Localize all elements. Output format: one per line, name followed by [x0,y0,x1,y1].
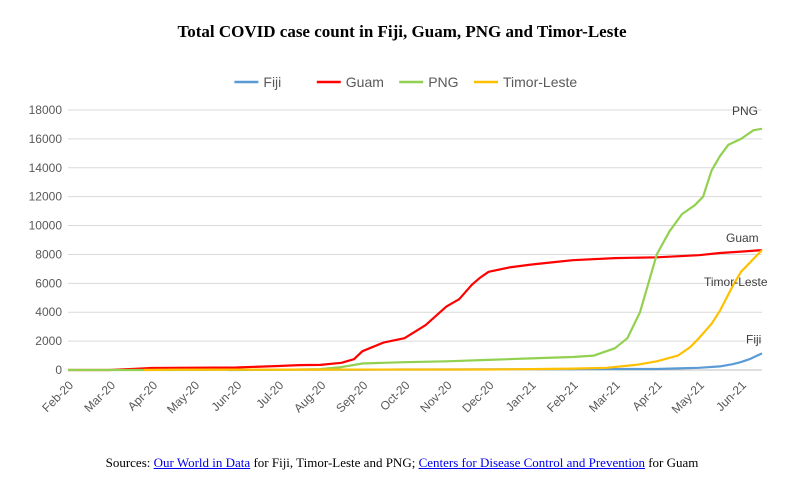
sources-note: Sources: Our World in Data for Fiji, Tim… [0,455,804,471]
series-line-png [68,127,763,372]
series-end-label: Timor-Leste [704,275,768,289]
sources-prefix: Sources: [105,455,154,470]
legend-label: Timor-Leste [503,74,577,90]
chart-title: Total COVID case count in Fiji, Guam, PN… [177,22,627,41]
cdc-link[interactable]: Centers for Disease Control and Preventi… [418,455,645,470]
x-tick-label: Feb-20 [39,378,76,415]
our-world-in-data-link[interactable]: Our World in Data [153,455,251,470]
y-tick-label: 18000 [29,103,63,117]
series-end-label: Guam [726,231,759,245]
x-tick-label: Dec-20 [459,378,496,415]
y-tick-label: 2000 [35,334,62,348]
x-tick-label: Aug-20 [291,378,328,415]
y-tick-label: 0 [55,363,62,377]
x-tick-label: Mar-21 [586,378,623,415]
y-tick-label: 6000 [35,276,62,290]
x-tick-label: May-20 [164,378,202,416]
x-tick-label: May-21 [669,378,707,416]
series-end-label: PNG [732,104,758,118]
y-tick-label: 12000 [29,190,63,204]
y-tick-label: 14000 [29,161,63,175]
x-tick-label: Apr-20 [125,378,161,414]
legend-label: PNG [428,74,458,90]
x-tick-label: Jun-21 [713,378,749,414]
x-tick-label: Apr-21 [630,378,666,414]
x-tick-label: Oct-20 [377,378,413,414]
sources-suffix: for Guam [644,455,699,470]
y-tick-label: 4000 [35,305,62,319]
line-chart: 0 2000 4000 6000 8000 10000 12000 14000 16000 180… [29,74,768,416]
series-line-guam [68,249,763,372]
x-tick-label: Feb-21 [544,378,581,415]
y-tick-label: 10000 [29,219,63,233]
legend-label: Fiji [263,74,281,90]
x-tick-label: Nov-20 [417,378,454,415]
x-tick-label: Jan-21 [503,378,539,414]
sources-middle: for Fiji, Timor-Leste and PNG; [250,455,419,470]
y-tick-label: 8000 [35,247,62,261]
legend-label: Guam [346,74,384,90]
x-tick-label: Sep-20 [333,378,370,415]
series-end-label: Fiji [746,332,761,346]
x-tick-label: Jul-20 [253,378,286,411]
x-tick-label: Jun-20 [208,378,244,414]
x-tick-label: Mar-20 [81,378,118,415]
series-line-timor-leste [143,249,763,372]
series-line-fiji [227,352,763,372]
y-tick-label: 16000 [29,132,63,146]
